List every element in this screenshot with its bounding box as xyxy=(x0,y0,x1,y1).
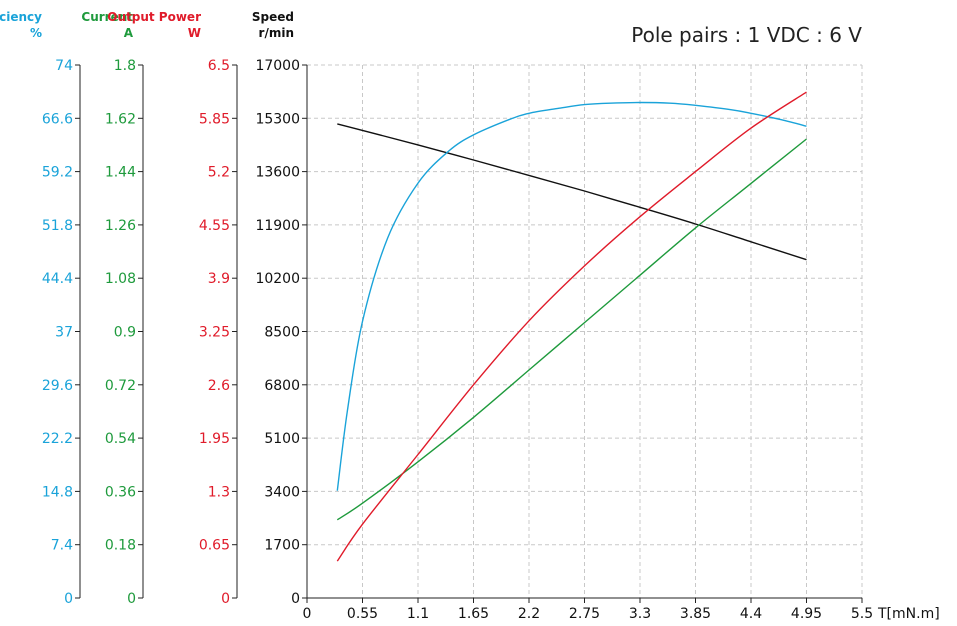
efficiency-tick-label: 51.8 xyxy=(42,218,73,234)
speed-series-line xyxy=(337,123,807,261)
current-axis-title: Current xyxy=(81,10,133,24)
power-series-line xyxy=(336,91,807,562)
x-tick-label: 3.3 xyxy=(629,606,651,622)
current-tick-label: 0.54 xyxy=(105,431,136,447)
current-tick-label: 1.62 xyxy=(105,111,136,127)
current-axis-unit: A xyxy=(124,26,134,40)
current-tick-label: 0.36 xyxy=(105,484,136,500)
speed-tick-label: 13600 xyxy=(255,165,300,181)
speed-tick-label: 11900 xyxy=(255,218,300,234)
axes-layer: 0 7.4 14.8 22.2 29.6 37 44.4 51.8 59.2 66.6 74 Effi… xyxy=(0,10,940,622)
efficiency-tick-label: 44.4 xyxy=(42,271,73,287)
grid-layer xyxy=(307,64,863,598)
current-tick-label: 0.9 xyxy=(114,325,136,341)
efficiency-tick-label: 29.6 xyxy=(42,378,73,394)
current-series-line xyxy=(336,138,807,521)
efficiency-tick-label: 7.4 xyxy=(51,538,73,554)
current-tick-label: 0 xyxy=(127,591,136,607)
x-tick-label: 1.65 xyxy=(458,606,489,622)
efficiency-series-line xyxy=(336,101,807,491)
power-axis-unit: W xyxy=(188,26,201,40)
efficiency-axis-title: Efficiency xyxy=(0,10,42,24)
speed-tick-label: 8500 xyxy=(264,325,300,341)
x-tick-label: 0.55 xyxy=(347,606,378,622)
efficiency-tick-label: 74 xyxy=(55,58,73,74)
x-tick-label: 5.5 xyxy=(851,606,873,622)
chart-subtitle: Pole pairs : 1 VDC : 6 V xyxy=(631,23,862,47)
x-tick-label: 0 xyxy=(303,606,312,622)
speed-tick-label: 17000 xyxy=(255,58,300,74)
power-tick-label: 4.55 xyxy=(199,218,230,234)
power-tick-label: 6.5 xyxy=(208,58,230,74)
current-tick-label: 1.08 xyxy=(105,271,136,287)
current-tick-label: 1.44 xyxy=(105,165,136,181)
speed-axis-unit: r/min xyxy=(259,26,294,40)
efficiency-tick-label: 0 xyxy=(64,591,73,607)
x-tick-label: 1.1 xyxy=(407,606,429,622)
current-tick-label: 1.8 xyxy=(114,58,136,74)
current-tick-label: 0.72 xyxy=(105,378,136,394)
efficiency-axis-unit: % xyxy=(30,26,42,40)
current-tick-label: 1.26 xyxy=(105,218,136,234)
power-tick-label: 3.25 xyxy=(199,325,230,341)
power-tick-label: 5.85 xyxy=(199,111,230,127)
power-tick-label: 0.65 xyxy=(199,538,230,554)
speed-tick-label: 10200 xyxy=(255,271,300,287)
x-tick-label: 4.95 xyxy=(791,606,822,622)
efficiency-tick-label: 14.8 xyxy=(42,484,73,500)
x-tick-label: 3.85 xyxy=(680,606,711,622)
x-axis-label: T[mN.m] xyxy=(877,606,940,622)
current-tick-label: 0.18 xyxy=(105,538,136,554)
speed-tick-label: 0 xyxy=(291,591,300,607)
power-tick-label: 5.2 xyxy=(208,165,230,181)
speed-tick-label: 15300 xyxy=(255,111,300,127)
efficiency-tick-label: 59.2 xyxy=(42,165,73,181)
speed-axis-title: Speed xyxy=(252,10,294,24)
x-tick-label: 2.2 xyxy=(518,606,540,622)
series-layer xyxy=(336,91,807,562)
x-tick-label: 4.4 xyxy=(740,606,762,622)
power-tick-label: 1.95 xyxy=(199,431,230,447)
speed-tick-label: 5100 xyxy=(264,431,300,447)
efficiency-tick-label: 66.6 xyxy=(42,111,73,127)
speed-tick-label: 3400 xyxy=(264,484,300,500)
power-tick-label: 2.6 xyxy=(208,378,230,394)
power-tick-label: 0 xyxy=(221,591,230,607)
speed-tick-label: 1700 xyxy=(264,538,300,554)
power-axis-title: Output Power xyxy=(107,10,201,24)
speed-tick-label: 6800 xyxy=(264,378,300,394)
power-tick-label: 1.3 xyxy=(208,484,230,500)
efficiency-tick-label: 37 xyxy=(55,325,73,341)
x-tick-label: 2.75 xyxy=(569,606,600,622)
efficiency-tick-label: 22.2 xyxy=(42,431,73,447)
power-tick-label: 3.9 xyxy=(208,271,230,287)
